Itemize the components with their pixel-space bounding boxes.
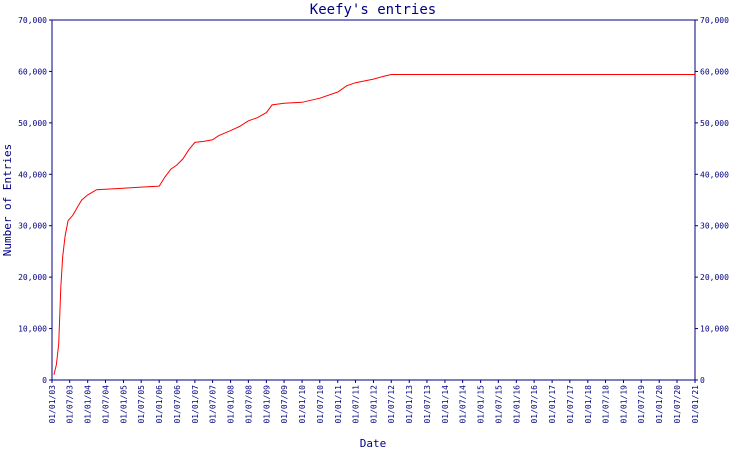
- chart-title: Keefy's entries: [310, 2, 436, 18]
- y-tick-label-left: 50,000: [18, 119, 47, 128]
- x-tick-label: 01/01/08: [227, 385, 236, 424]
- x-tick-label: 01/07/08: [244, 385, 253, 424]
- x-tick-label: 01/01/16: [512, 385, 521, 424]
- x-tick-label: 01/07/04: [101, 385, 110, 424]
- x-tick-label: 01/07/15: [494, 385, 503, 424]
- x-tick-label: 01/01/20: [655, 385, 664, 424]
- x-tick-label: 01/07/05: [137, 385, 146, 424]
- x-tick-label: 01/01/07: [191, 385, 200, 424]
- x-tick-label: 01/01/10: [298, 385, 307, 424]
- x-tick-label: 01/01/03: [48, 385, 57, 424]
- x-tick-label: 01/07/03: [66, 385, 75, 424]
- x-tick-label: 01/07/19: [637, 385, 646, 424]
- x-tick-label: 01/07/06: [173, 385, 182, 424]
- y-tick-label-left: 0: [42, 376, 47, 385]
- x-tick-label: 01/01/11: [334, 385, 343, 424]
- x-tick-label: 01/07/18: [602, 385, 611, 424]
- x-tick-label: 01/01/13: [405, 385, 414, 424]
- x-tick-label: 01/07/12: [387, 385, 396, 424]
- y-tick-label-right: 70,000: [700, 16, 729, 25]
- series-line: [53, 74, 695, 376]
- x-tick-label: 01/07/09: [280, 385, 289, 424]
- x-tick-label: 01/01/04: [84, 385, 93, 424]
- y-tick-label-right: 20,000: [700, 273, 729, 282]
- x-tick-label: 01/01/18: [584, 385, 593, 424]
- x-tick-label: 01/07/07: [209, 385, 218, 424]
- y-tick-label-left: 40,000: [18, 170, 47, 179]
- x-tick-label: 01/07/10: [316, 385, 325, 424]
- y-axis-right: 0 10,000 20,000 30,000 40,000 50,000 60,000 70,…: [695, 16, 729, 385]
- y-tick-label-right: 10,000: [700, 325, 729, 334]
- x-tick-label: 01/01/17: [548, 385, 557, 424]
- x-tick-label: 01/01/09: [262, 385, 271, 424]
- y-axis-left: 0 10,000 20,000 30,000 40,000 50,000 60,000 70,…: [18, 16, 52, 385]
- x-axis-label: Date: [360, 437, 387, 450]
- x-tick-label: 01/01/14: [441, 385, 450, 424]
- x-tick-label: 01/07/13: [423, 385, 432, 424]
- x-tick-label: 01/07/11: [351, 385, 360, 424]
- y-tick-label-left: 60,000: [18, 67, 47, 76]
- y-tick-label-right: 50,000: [700, 119, 729, 128]
- x-tick-label: 01/07/14: [459, 385, 468, 424]
- x-tick-label: 01/01/19: [620, 385, 629, 424]
- x-tick-label: 01/07/17: [566, 385, 575, 424]
- x-tick-label: 01/07/20: [673, 385, 682, 424]
- y-tick-label-right: 0: [700, 376, 705, 385]
- y-tick-label-left: 20,000: [18, 273, 47, 282]
- x-tick-label: 01/01/05: [119, 385, 128, 424]
- y-tick-label-right: 60,000: [700, 67, 729, 76]
- x-tick-label: 01/01/12: [369, 385, 378, 424]
- x-tick-label: 01/01/21: [691, 385, 700, 424]
- x-tick-label: 01/01/15: [477, 385, 486, 424]
- y-tick-label-right: 30,000: [700, 222, 729, 231]
- x-tick-label: 01/01/06: [155, 385, 164, 424]
- y-tick-label-left: 10,000: [18, 325, 47, 334]
- x-axis: 01/01/03 01/07/03 01/01/04 01/07/04 01/01/05…: [48, 380, 700, 424]
- y-tick-label-right: 40,000: [700, 170, 729, 179]
- x-tick-label: 01/07/16: [530, 385, 539, 424]
- y-tick-label-left: 30,000: [18, 222, 47, 231]
- y-axis-label: Number of Entries: [1, 144, 14, 257]
- y-tick-label-left: 70,000: [18, 16, 47, 25]
